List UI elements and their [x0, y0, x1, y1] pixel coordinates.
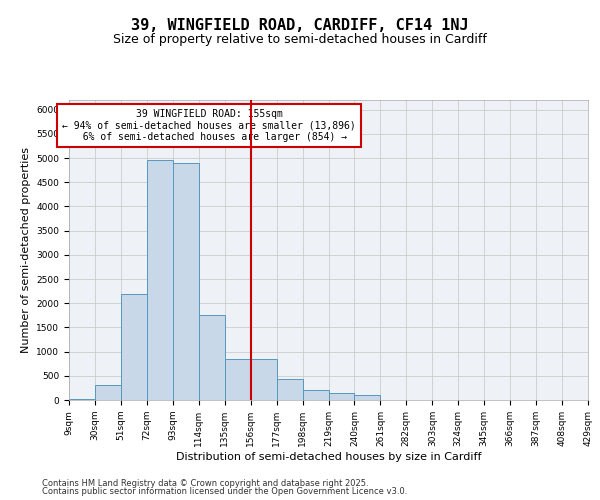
Text: Contains public sector information licensed under the Open Government Licence v3: Contains public sector information licen… — [42, 487, 407, 496]
Bar — [302, 390, 329, 400]
Bar — [251, 359, 277, 400]
Bar — [121, 294, 147, 400]
Bar — [147, 160, 173, 400]
Text: Contains HM Land Registry data © Crown copyright and database right 2025.: Contains HM Land Registry data © Crown c… — [42, 478, 368, 488]
Bar — [173, 163, 199, 400]
Bar — [277, 379, 302, 400]
Bar — [69, 398, 95, 400]
Bar — [225, 359, 251, 400]
Y-axis label: Number of semi-detached properties: Number of semi-detached properties — [21, 147, 31, 353]
Bar — [329, 392, 355, 400]
Text: Size of property relative to semi-detached houses in Cardiff: Size of property relative to semi-detach… — [113, 32, 487, 46]
Bar — [95, 386, 121, 400]
Text: 39 WINGFIELD ROAD: 155sqm
← 94% of semi-detached houses are smaller (13,896)
  6: 39 WINGFIELD ROAD: 155sqm ← 94% of semi-… — [62, 109, 356, 142]
X-axis label: Distribution of semi-detached houses by size in Cardiff: Distribution of semi-detached houses by … — [176, 452, 481, 462]
Bar — [355, 395, 380, 400]
Bar — [199, 316, 224, 400]
Text: 39, WINGFIELD ROAD, CARDIFF, CF14 1NJ: 39, WINGFIELD ROAD, CARDIFF, CF14 1NJ — [131, 18, 469, 32]
